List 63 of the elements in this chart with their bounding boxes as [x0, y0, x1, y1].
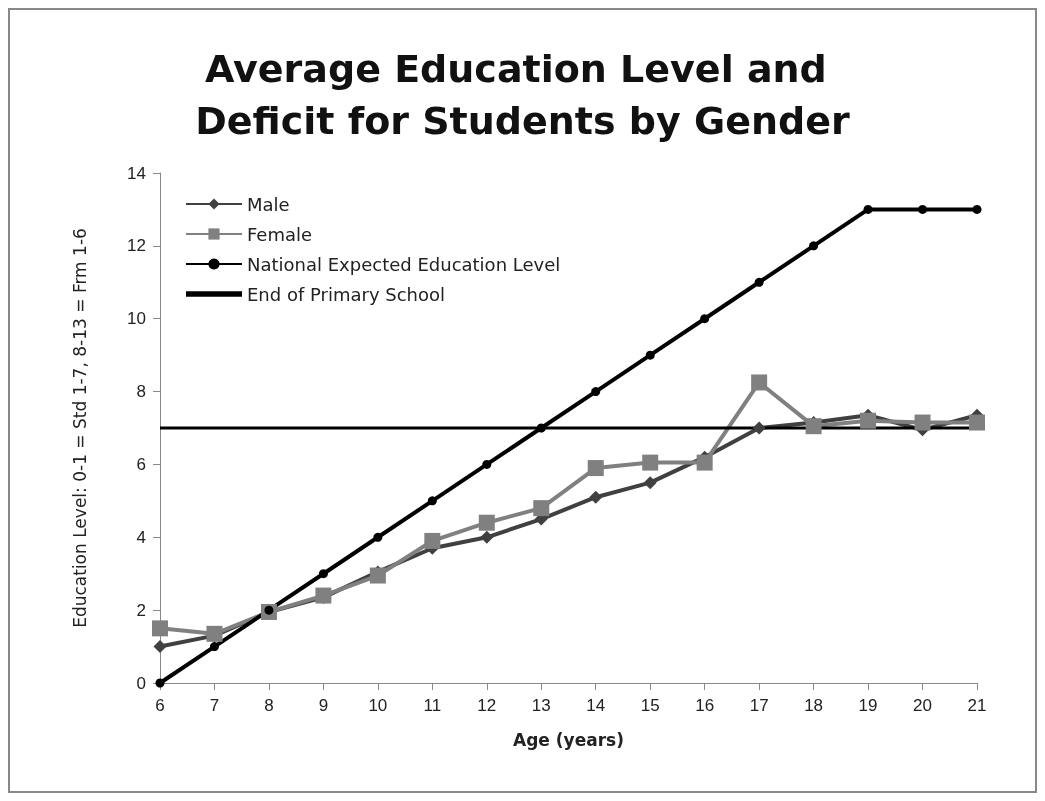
- point: [536, 423, 546, 433]
- point: [643, 476, 657, 490]
- x-tick-label: 16: [695, 696, 715, 715]
- point: [209, 642, 219, 652]
- y-tick-label: 8: [136, 382, 146, 402]
- x-tick-label: 11: [423, 696, 442, 715]
- x-tick-label: 13: [531, 696, 551, 715]
- x-tick-label: 10: [368, 696, 388, 715]
- point: [206, 625, 223, 642]
- legend-label: Male: [247, 193, 290, 215]
- point: [700, 314, 710, 324]
- point: [318, 569, 328, 579]
- point: [153, 640, 167, 654]
- x-tick-label: 12: [477, 696, 497, 715]
- y-tick-label: 12: [127, 236, 146, 256]
- legend-label: End of Primary School: [247, 283, 446, 305]
- point: [373, 532, 383, 542]
- point: [860, 412, 877, 429]
- point: [752, 421, 766, 435]
- point: [696, 454, 713, 471]
- point: [480, 530, 494, 544]
- legend-label: Female: [247, 223, 313, 245]
- y-tick-label: 2: [136, 600, 146, 620]
- x-tick-label: 21: [967, 696, 987, 715]
- y-axis-title: Education Level: 0-1 = Std 1-7, 8-13 = Frm 1-6: [69, 228, 90, 628]
- point: [751, 374, 768, 391]
- x-tick-label: 15: [640, 696, 660, 715]
- point: [914, 414, 931, 431]
- x-tick-label: 8: [264, 696, 274, 715]
- x-tick-label: 18: [804, 696, 824, 715]
- x-tick-label: 6: [155, 696, 165, 715]
- y-tick-label: 0: [136, 673, 146, 693]
- y-tick-label: 10: [127, 309, 146, 329]
- point: [533, 500, 550, 517]
- point: [642, 454, 659, 471]
- x-tick-label: 17: [749, 696, 769, 715]
- y-tick-label: 14: [127, 163, 146, 183]
- point: [424, 532, 441, 549]
- point: [809, 241, 819, 251]
- point: [969, 414, 985, 431]
- point: [591, 387, 601, 397]
- point: [482, 459, 492, 469]
- point: [645, 350, 655, 360]
- x-tick-label: 9: [318, 696, 329, 715]
- point: [863, 204, 873, 214]
- x-tick-label: 19: [858, 696, 878, 715]
- point: [152, 620, 168, 637]
- point: [427, 496, 437, 506]
- point: [805, 418, 822, 435]
- point: [972, 204, 982, 214]
- point: [754, 277, 764, 287]
- x-tick-label: 7: [209, 696, 220, 715]
- point: [587, 460, 604, 477]
- x-axis-title: Age (years): [513, 729, 624, 750]
- chart-title: Average Education Level and Deficit for Students by Gender: [195, 47, 851, 143]
- point: [478, 514, 495, 531]
- y-tick-label: 4: [136, 527, 146, 547]
- x-tick-label: 14: [586, 696, 606, 715]
- y-tick-label: 6: [136, 454, 146, 474]
- point: [918, 204, 928, 214]
- x-tick-label: 20: [913, 696, 932, 715]
- legend-label: National Expected Education Level: [247, 253, 561, 275]
- point: [589, 490, 603, 504]
